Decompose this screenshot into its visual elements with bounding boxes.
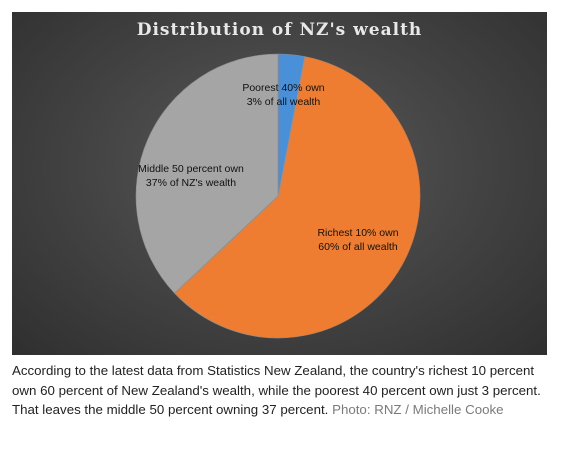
slice-label-poorest: Poorest 40% own 3% of all wealth [242, 82, 325, 108]
pie-chart [135, 53, 421, 339]
pie-slice-richest [174, 56, 421, 339]
pie-slice-middle [135, 53, 279, 294]
slice-label-richest: Richest 10% own 60% of all wealth [317, 227, 399, 253]
photo-caption: According to the latest data from Statis… [12, 361, 552, 420]
slice-label-middle: Middle 50 percent own 37% of NZ's wealth [138, 163, 244, 189]
caption-text: According to the latest data from Statis… [12, 363, 541, 417]
photo-credit: Photo: RNZ / Michelle Cooke [332, 402, 504, 417]
chart-title: Distribution of NZ's wealth [136, 20, 423, 40]
chart-panel: Distribution of NZ's wealth Poorest 40% … [12, 12, 547, 355]
